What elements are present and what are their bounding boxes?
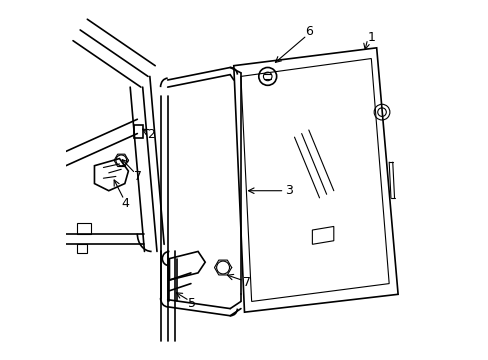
Text: 3: 3 xyxy=(285,184,292,197)
Text: 7: 7 xyxy=(243,276,251,289)
Text: 5: 5 xyxy=(187,297,196,310)
Text: 7: 7 xyxy=(134,170,142,183)
Text: 4: 4 xyxy=(121,197,129,210)
Text: 1: 1 xyxy=(366,31,374,44)
Text: 6: 6 xyxy=(305,25,312,38)
Text: 2: 2 xyxy=(147,129,155,141)
